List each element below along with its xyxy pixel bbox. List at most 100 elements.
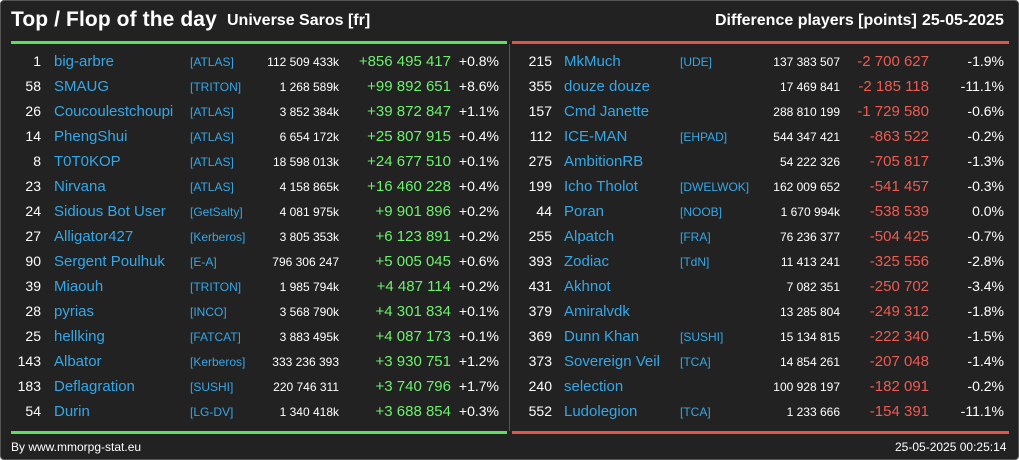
player-name-link[interactable]: SMAUG [54,78,110,95]
player-rank: 379 [528,303,552,319]
flop-player-row: 431 Akhnot 7 082 351 -250 702 -3.4% [510,274,1018,299]
alliance-tag[interactable]: [UDE] [680,55,713,69]
alliance-tag[interactable]: [INCO] [190,305,227,319]
player-name-link[interactable]: Durin [54,403,90,420]
player-name-link[interactable]: big-arbre [54,53,115,70]
player-rank: 39 [25,278,41,294]
alliance-tag[interactable]: [EHPAD] [680,130,728,144]
alliance-tag[interactable]: [ATLAS] [190,55,234,69]
flop-player-row: 255 Alpatch [FRA] 76 236 377 -504 425 -0.7% [510,224,1018,249]
alliance-tag[interactable]: [GetSalty] [190,205,243,219]
player-name-link[interactable]: Amiralvdk [564,303,630,320]
alliance-tag[interactable]: [DWELWOK] [680,180,750,194]
alliance-tag[interactable]: [TRITON] [190,80,242,94]
player-name-link[interactable]: AmbitionRB [564,153,644,170]
player-rank: 90 [25,253,41,269]
percent-change: -1.3% [967,153,1004,169]
player-name-link[interactable]: Miaouh [54,278,104,295]
alliance-tag[interactable]: [TCA] [680,355,711,369]
player-rank: 215 [528,53,552,69]
top-accent-rule [11,41,507,44]
player-points: 796 306 247 [272,255,339,269]
player-name-link[interactable]: Sidious Bot User [54,203,166,220]
top-player-row: 25 hellking [FATCAT] 3 883 495k +4 087 173 +0… [1,324,509,349]
player-name-link[interactable]: Dunn Khan [564,328,640,345]
top-player-row: 14 PhengShui [ATLAS] 6 654 172k +25 807 915 +… [1,124,509,149]
points-difference: +4 487 114 [376,278,451,295]
player-name-link[interactable]: Nirvana [54,178,106,195]
percent-change: -11.1% [960,78,1004,94]
player-name-link[interactable]: Icho Tholot [564,178,638,195]
points-difference: -863 522 [869,128,929,145]
top-player-row: 183 Deflagration [SUSHI] 220 746 311 +3 740 … [1,374,509,399]
percent-change: +1.7% [458,378,499,394]
alliance-tag[interactable]: [TCA] [680,405,711,419]
player-rank: 393 [528,253,552,269]
alliance-tag[interactable]: [FATCAT] [190,330,241,344]
flop-players-list: 215 MkMuch [UDE] 137 383 507 -2 700 627 -1.9%… [510,49,1018,424]
player-points: 1 268 589k [279,80,339,94]
date-label: 25-05-2025 [922,12,1004,29]
alliance-tag[interactable]: [ATLAS] [190,180,234,194]
player-name-link[interactable]: Akhnot [564,278,611,295]
alliance-tag[interactable]: [NOOB] [680,205,723,219]
alliance-tag[interactable]: [LG-DV] [190,405,234,419]
player-name-link[interactable]: Ludolegion [564,403,638,420]
player-points: 11 413 241 [780,255,840,269]
alliance-tag[interactable]: [Kerberos] [190,355,246,369]
player-points: 137 383 507 [773,55,840,69]
player-name-link[interactable]: Albator [54,353,102,370]
alliance-tag[interactable]: [TdN] [680,255,710,269]
player-name-link[interactable]: ICE-MAN [564,128,628,145]
points-difference: -705 817 [869,153,929,170]
percent-change: +0.2% [458,278,499,294]
points-difference: +4 087 173 [375,328,452,345]
player-points: 3 852 384k [279,105,339,119]
player-name-link[interactable]: Cmd Janette [564,103,650,120]
player-points: 3 883 495k [279,330,339,344]
player-name-link[interactable]: MkMuch [564,53,621,70]
player-rank: 199 [528,178,552,194]
points-difference: +99 892 651 [367,78,451,95]
points-difference: +856 495 417 [358,53,451,70]
top-player-row: 24 Sidious Bot User [GetSalty] 4 081 975k +9… [1,199,509,224]
alliance-tag[interactable]: [ATLAS] [190,155,234,169]
player-name-link[interactable]: Alligator427 [54,228,134,245]
player-points: 1 670 994k [780,205,840,219]
player-name-link[interactable]: Deflagration [54,378,135,395]
percent-change: +0.2% [458,203,499,219]
player-name-link[interactable]: selection [564,378,624,395]
top-accent-rule-bottom [11,431,507,434]
player-points: 220 746 311 [273,380,339,394]
player-name-link[interactable]: pyrias [54,303,95,320]
flop-player-row: 355 douze douze 17 469 841 -2 185 118 -11.1% [510,74,1018,99]
flop-player-row: 373 Sovereign Veil [TCA] 14 854 261 -207 048… [510,349,1018,374]
player-name-link[interactable]: douze douze [564,78,650,95]
header: Top / Flop of the day Universe Saros [fr… [1,1,1018,39]
alliance-tag[interactable]: [TRITON] [190,280,242,294]
percent-change: -1.5% [967,328,1004,344]
player-name-link[interactable]: Sovereign Veil [564,353,660,370]
player-name-link[interactable]: Zodiac [564,253,610,270]
player-name-link[interactable]: hellking [54,328,105,345]
top-player-row: 26 Coucoulestchoupi [ATLAS] 3 852 384k +39 8… [1,99,509,124]
alliance-tag[interactable]: [Kerberos] [190,230,246,244]
player-name-link[interactable]: Coucoulestchoupi [54,103,174,120]
player-rank: 183 [17,378,41,394]
player-name-link[interactable]: T0T0KOP [54,153,121,170]
points-difference: +16 460 228 [367,178,451,195]
player-name-link[interactable]: Sergent Poulhuk [54,253,165,270]
player-points: 7 082 351 [786,280,840,294]
player-points: 4 081 975k [279,205,339,219]
alliance-tag[interactable]: [FRA] [680,230,711,244]
alliance-tag[interactable]: [SUSHI] [680,330,724,344]
alliance-tag[interactable]: [SUSHI] [190,380,234,394]
alliance-tag[interactable]: [E-A] [190,255,217,269]
player-name-link[interactable]: Alpatch [564,228,615,245]
alliance-tag[interactable]: [ATLAS] [190,130,234,144]
alliance-tag[interactable]: [ATLAS] [190,105,234,119]
percent-change: +1.2% [458,353,499,369]
player-name-link[interactable]: Poran [564,203,605,220]
percent-change: +0.4% [458,178,499,194]
player-name-link[interactable]: PhengShui [54,128,128,145]
